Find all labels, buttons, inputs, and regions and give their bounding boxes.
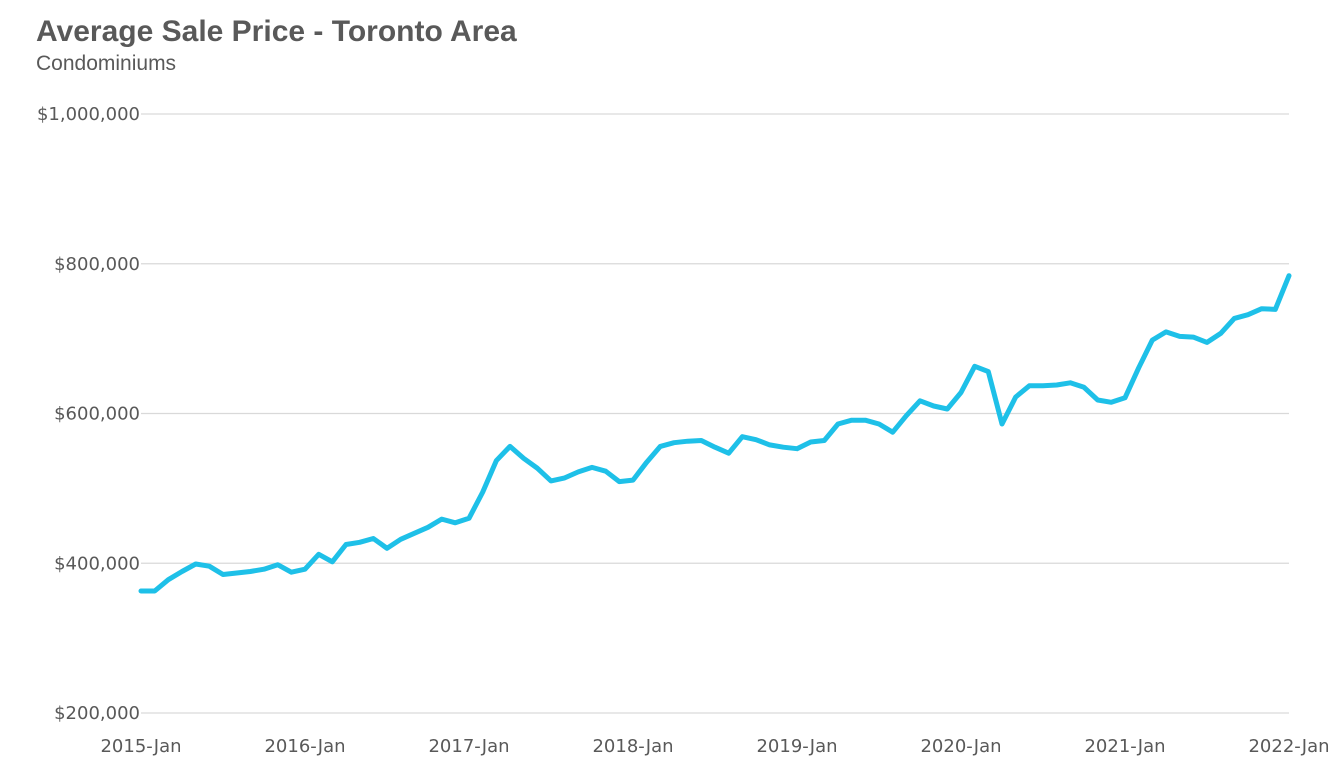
x-tick-label: 2019-Jan [756, 736, 837, 757]
x-tick-label: 2020-Jan [920, 736, 1001, 757]
y-tick-label: $600,000 [54, 404, 140, 425]
y-axis-tick-labels: $200,000 $400,000 $600,000 $800,000 $1,000,0… [37, 104, 140, 724]
y-tick-label: $200,000 [54, 703, 140, 724]
x-tick-label: 2017-Jan [428, 736, 509, 757]
y-tick-label: $1,000,000 [37, 104, 140, 125]
x-axis-tick-labels: 2015-Jan 2016-Jan 2017-Jan 2018-Jan 2019-Jan… [100, 736, 1329, 757]
chart-subtitle: Condominiums [36, 52, 176, 75]
y-tick-label: $800,000 [54, 254, 140, 275]
x-tick-label: 2022-Jan [1248, 736, 1329, 757]
x-tick-label: 2018-Jan [592, 736, 673, 757]
chart-title: Average Sale Price - Toronto Area [36, 15, 517, 48]
x-tick-label: 2015-Jan [100, 736, 181, 757]
x-tick-label: 2021-Jan [1084, 736, 1165, 757]
y-tick-label: $400,000 [54, 553, 140, 574]
series-layer [138, 273, 1292, 594]
series-line [138, 273, 1292, 594]
x-tick-label: 2016-Jan [264, 736, 345, 757]
gridlines [141, 113, 1289, 714]
